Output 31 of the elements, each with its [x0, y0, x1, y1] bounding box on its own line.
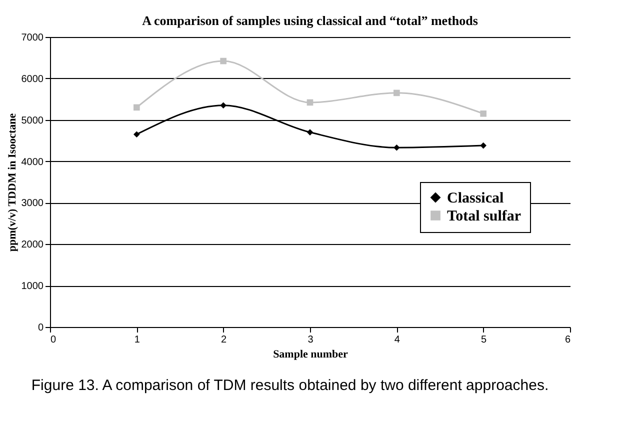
point — [220, 102, 226, 109]
point — [134, 104, 140, 111]
x-tick-label: 1 — [134, 334, 140, 346]
x-axis-title: Sample number — [273, 348, 348, 360]
x-tick-label: 2 — [221, 334, 228, 346]
x-tick-label: 0 — [50, 334, 56, 346]
y-tick-label: 7000 — [21, 32, 44, 44]
y-tick-label: 4000 — [21, 156, 44, 168]
point — [306, 99, 314, 106]
y-axis-title: ppm(v/v) TDDM in Isooctane — [6, 113, 18, 252]
x-tick-label: 5 — [481, 334, 488, 346]
point — [394, 90, 400, 96]
legend-label: Classical — [447, 190, 504, 206]
point — [480, 142, 486, 149]
caption: Figure 13. A comparison of TDM results obtained by two different approaches. — [31, 377, 549, 394]
point — [134, 131, 140, 138]
y-tick-label: 0 — [38, 322, 44, 334]
point — [480, 110, 486, 117]
x-tick-label: 4 — [394, 334, 400, 346]
y-tick-label: 3000 — [21, 198, 44, 210]
point — [394, 144, 400, 151]
legend-label: Total sulfar — [447, 208, 522, 224]
point — [306, 129, 314, 136]
y-tick-label: 1000 — [21, 281, 44, 292]
y-tick-label: 6000 — [21, 74, 44, 85]
x-tick-label: 3 — [308, 334, 314, 346]
point — [220, 58, 226, 64]
y-tick-label: 2000 — [21, 240, 44, 251]
x-tick-label: 6 — [564, 334, 571, 346]
chart-title: A comparison of samples using classical and “total” methods — [142, 13, 478, 28]
y-tick-label: 5000 — [21, 115, 44, 126]
